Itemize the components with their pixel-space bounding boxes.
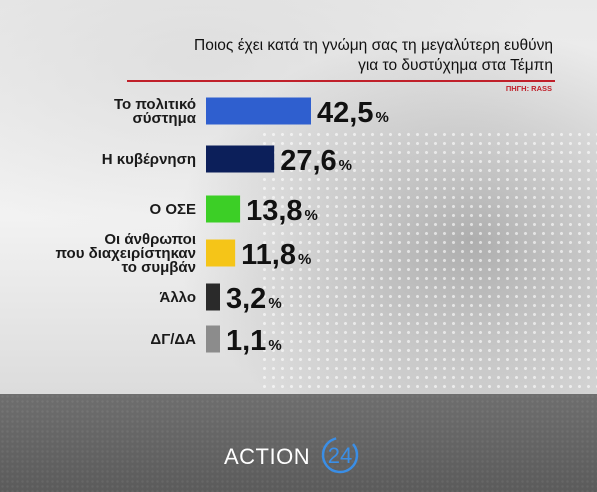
value-label: 27,6% xyxy=(280,145,352,177)
logo-number: 24 xyxy=(328,443,352,468)
bar xyxy=(206,239,236,267)
logo-text: ACTION xyxy=(224,444,311,469)
value-label: 1,1% xyxy=(226,325,282,357)
bar xyxy=(206,325,220,353)
title-line-2: για το δυστύχημα στα Τέμπη xyxy=(358,57,553,74)
action24-logo: ACTION 24 xyxy=(224,434,374,478)
bar xyxy=(206,145,275,173)
title-line-1: Ποιος έχει κατά τη γνώμη σας τη μεγαλύτε… xyxy=(194,37,553,54)
logo-24-circle-icon: 24 xyxy=(321,436,359,474)
footer-band xyxy=(0,394,597,492)
value-label: 13,8% xyxy=(246,195,318,227)
bar xyxy=(206,283,220,311)
background-halftone xyxy=(260,130,597,394)
category-label: Ο ΟΣΕ xyxy=(149,201,196,218)
bar-chart: Το πολιτικό σύστημα 42,5 % Η κυβέρνηση 27,6 % Ο… xyxy=(55,96,389,357)
category-label: Η κυβέρνηση xyxy=(102,151,196,168)
bar xyxy=(206,97,311,125)
bar xyxy=(206,195,241,223)
category-label: Το πολιτικό σύστημα xyxy=(114,96,197,127)
category-label: ΔΓ/ΔΑ xyxy=(150,331,196,348)
value-label: 11,8% xyxy=(241,239,311,271)
title-divider xyxy=(127,80,555,82)
chart-title: Ποιος έχει κατά τη γνώμη σας τη μεγαλύτε… xyxy=(194,36,553,76)
value-label: 42,5% xyxy=(317,97,389,129)
value-label: 3,2% xyxy=(226,283,282,315)
category-label: Άλλο xyxy=(160,289,197,306)
source-label: ΠΗΓΗ: RASS xyxy=(505,84,552,93)
category-label: Οι άνθρωποι που διαχειρίστηκαν το συμβάν xyxy=(55,231,196,276)
footer-texture xyxy=(0,394,597,492)
